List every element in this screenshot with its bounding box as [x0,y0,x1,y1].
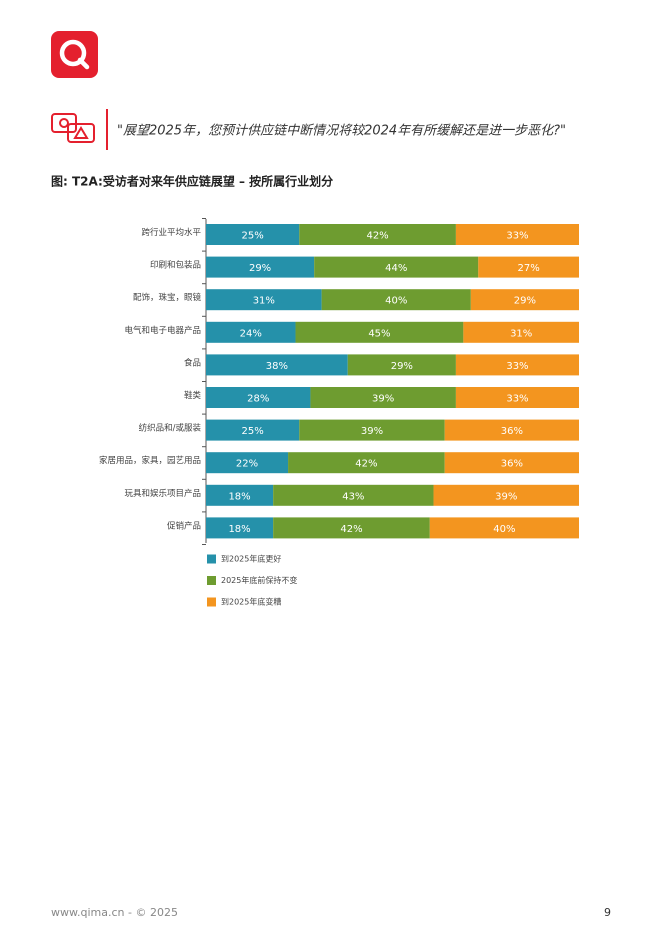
bar-segment [206,484,274,506]
value-label: 24% [240,328,262,339]
bar-segment [347,354,456,376]
value-label: 38% [266,361,288,372]
bar-segment [321,289,471,311]
legend-swatch [207,554,216,564]
chart-title: 图: T2A:受访者对来年供应链展望 – 按所属行业划分 [51,174,333,189]
bar-segment [433,484,579,506]
category-label: 电气和电子电器产品 [124,325,201,336]
value-label: 39% [361,426,383,437]
bar-segment [444,452,579,474]
bar-segment [310,387,456,408]
value-label: 33% [506,361,528,372]
bar-segment [273,517,430,539]
bar-segment [444,419,579,441]
bar-segment [206,354,348,376]
bar-segment [206,321,296,343]
bar-segment [206,387,311,408]
value-label: 31% [253,296,275,307]
logo-q-tail [77,57,90,70]
category-label: 配饰，珠宝，眼镜 [133,292,202,303]
value-label: 42% [366,231,388,242]
value-label: 25% [242,426,264,437]
quote: "展望2025年，您预计供应链中断情况将较2024年有所缓解还是进一步恶化?" [117,123,566,139]
bar-segment [429,517,579,539]
bar-segment [206,256,315,278]
bar-segment [470,289,579,311]
value-label: 29% [514,296,536,307]
bar-segment [463,321,579,343]
legend-label: 2025年底前保持不变 [221,575,297,585]
value-label: 18% [228,491,250,502]
value-label: 28% [247,394,269,405]
value-label: 29% [391,361,413,372]
category-label: 玩具和娱乐项目产品 [124,488,201,499]
category-label: 鞋类 [184,390,202,401]
legend-swatch [207,576,216,585]
value-label: 33% [506,231,528,242]
bar-segment [288,452,445,474]
legend-label: 到2025年底更好 [221,554,281,564]
bar-segment [206,224,300,245]
bar-segment [299,419,445,441]
bar-segment [206,517,274,539]
category-label: 跨行业平均水平 [141,227,201,238]
category-label: 家居用品，家具，园艺用品 [99,455,201,466]
value-label: 25% [242,231,264,242]
bar-segment [478,256,579,278]
category-label: 纺织品和/或服装 [139,423,202,434]
bar-segment [206,289,322,311]
value-label: 39% [372,394,394,405]
bar-segment [206,452,289,474]
value-label: 29% [249,263,271,274]
page-number: 9 [604,906,611,919]
value-label: 22% [236,459,258,470]
category-label: 印刷和包装品 [150,260,201,271]
value-label: 42% [355,459,377,470]
bar-segment [455,354,579,376]
logo [51,31,98,78]
legend-swatch [207,597,216,607]
bar-segment [314,256,479,278]
value-label: 40% [493,524,515,535]
quote-icon [51,113,95,143]
legend-label: 到2025年底变糟 [221,597,281,607]
bar-segment [273,484,434,506]
value-label: 18% [228,524,250,535]
value-label: 44% [385,263,407,274]
bar-segment [295,321,464,343]
bar-segment [206,419,300,441]
value-label: 45% [368,328,390,339]
value-label: 27% [518,263,540,274]
category-label: 食品 [184,357,201,368]
value-label: 42% [340,524,362,535]
logo-q [59,39,87,67]
value-label: 36% [501,426,523,437]
value-label: 43% [342,491,364,502]
category-label: 促销产品 [167,520,201,531]
bar-segment [455,387,579,408]
value-label: 39% [495,491,517,502]
bar-segment [455,224,579,245]
value-label: 33% [506,394,528,405]
value-label: 31% [510,328,532,339]
bar-segment [299,224,456,245]
value-label: 40% [385,296,407,307]
value-label: 36% [501,459,523,470]
footer-site: www.qima.cn - © 2025 [51,906,178,919]
